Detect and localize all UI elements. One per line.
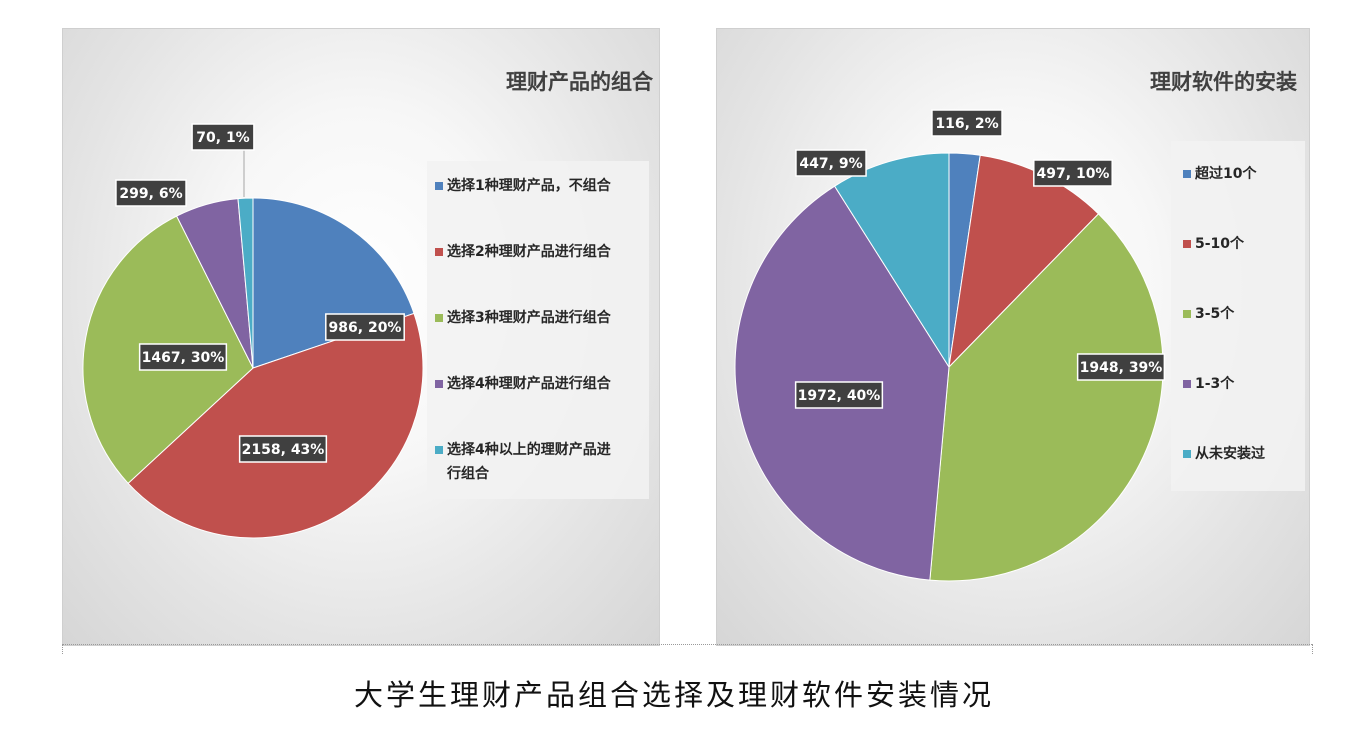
- legend-item-2: 选择2种理财产品进行组合: [435, 243, 612, 260]
- legend-swatch: [435, 248, 443, 256]
- data-label-text: 1467, 30%: [142, 350, 225, 366]
- legend-label: 选择3种理财产品进行组合: [447, 309, 612, 326]
- legend-background: [1171, 141, 1305, 491]
- legend-swatch: [435, 446, 443, 454]
- data-label-text: 447, 9%: [799, 156, 862, 172]
- legend-label: 超过10个: [1194, 165, 1257, 182]
- data-label-2: 497, 10%: [1034, 160, 1112, 186]
- data-label-5: 447, 9%: [796, 150, 866, 176]
- legend-swatch: [1183, 450, 1191, 458]
- data-label-text: 497, 10%: [1037, 166, 1110, 182]
- data-label-text: 70, 1%: [196, 130, 249, 146]
- data-label-text: 116, 2%: [935, 116, 998, 132]
- pie-chart-product-combination: 理财产品的组合 986, 20% 2158, 43% 1467, 30% 299, 6%…: [63, 29, 659, 645]
- legend-item-1: 选择1种理财产品，不组合: [435, 177, 612, 194]
- figure-caption: 大学生理财产品组合选择及理财软件安装情况: [0, 672, 1348, 714]
- frame-tick-right: [1312, 644, 1313, 654]
- legend-label: 选择4种以上的理财产品进: [447, 441, 611, 458]
- data-label-text: 1948, 39%: [1080, 360, 1163, 376]
- data-label-5: 70, 1%: [192, 124, 254, 150]
- legend-label: 5-10个: [1195, 235, 1245, 252]
- chart-panel-product-combination: 理财产品的组合 986, 20% 2158, 43% 1467, 30% 299, 6%…: [62, 28, 660, 646]
- legend-label: 从未安装过: [1195, 445, 1265, 462]
- frame-tick-left: [62, 644, 63, 654]
- chart-panel-app-installation: 理财软件的安装 116, 2% 497, 10% 1948, 39% 1972, 40%…: [716, 28, 1310, 646]
- data-label-1: 116, 2%: [932, 110, 1002, 136]
- legend-label: 1-3个: [1195, 375, 1235, 392]
- data-label-1: 986, 20%: [326, 314, 404, 340]
- legend-swatch: [1183, 240, 1191, 248]
- data-label-4: 1972, 40%: [796, 382, 883, 408]
- legend-swatch: [435, 380, 443, 388]
- legend-item-1: 超过10个: [1183, 165, 1257, 182]
- data-label-text: 1972, 40%: [798, 388, 881, 404]
- data-label-text: 299, 6%: [119, 186, 182, 202]
- legend-swatch: [1183, 170, 1191, 178]
- data-label-text: 986, 20%: [329, 320, 402, 336]
- pie-slices: [83, 198, 423, 538]
- pie-chart-app-installation: 理财软件的安装 116, 2% 497, 10% 1948, 39% 1972, 40%…: [717, 29, 1309, 645]
- legend-swatch: [1183, 310, 1191, 318]
- legend-swatch: [435, 182, 443, 190]
- legend-item-4: 选择4种理财产品进行组合: [435, 375, 612, 392]
- legend-swatch: [435, 314, 443, 322]
- frame-divider: [62, 644, 1312, 645]
- legend-label: 选择1种理财产品，不组合: [447, 177, 612, 194]
- legend-swatch: [1183, 380, 1191, 388]
- data-label-text: 2158, 43%: [242, 442, 325, 458]
- data-label-3: 1948, 39%: [1078, 354, 1165, 380]
- legend-label: 选择4种理财产品进行组合: [447, 375, 612, 392]
- chart-title: 理财产品的组合: [506, 70, 654, 94]
- data-label-2: 2158, 43%: [240, 436, 327, 462]
- legend: 选择1种理财产品，不组合选择2种理财产品进行组合选择3种理财产品进行组合选择4种…: [427, 161, 649, 499]
- chart-title: 理财软件的安装: [1150, 70, 1297, 94]
- legend-label: 3-5个: [1195, 305, 1235, 322]
- legend-label: 行组合: [446, 465, 490, 482]
- data-label-3: 1467, 30%: [140, 344, 227, 370]
- data-label-4: 299, 6%: [116, 180, 186, 206]
- legend-item-5: 从未安装过: [1183, 445, 1265, 462]
- legend-item-3: 选择3种理财产品进行组合: [435, 309, 612, 326]
- legend-label: 选择2种理财产品进行组合: [447, 243, 612, 260]
